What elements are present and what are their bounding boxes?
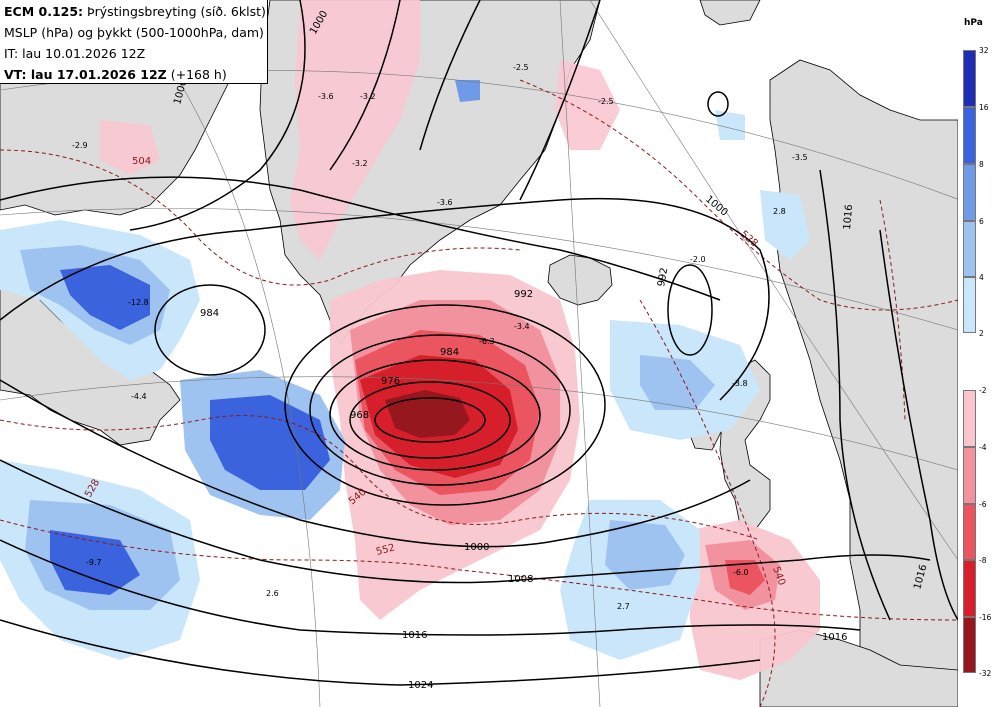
graticule xyxy=(0,0,958,707)
header-line-3: IT: lau 10.01.2026 12Z xyxy=(4,46,146,61)
legend-tick: 4 xyxy=(979,273,984,282)
header-line-1: ECM 0.125: Þrýstingsbreyting (síð. 6klst… xyxy=(4,1,267,22)
isobar-label: 1016 xyxy=(822,632,847,643)
change-label: -2.0 xyxy=(690,255,706,264)
isobar-label: 1000 xyxy=(703,194,730,219)
valid-time-label: VT: lau 17.01.2026 12Z xyxy=(4,67,167,82)
map-canvas: 1000 1000 992 984 976 968 984 992 1000 1… xyxy=(0,0,958,707)
change-label: -12.8 xyxy=(128,298,149,307)
change-label: -2.5 xyxy=(598,97,614,106)
legend-tick: -4 xyxy=(979,443,987,452)
legend-tick: -32 xyxy=(979,669,992,678)
weather-map: 1000 1000 992 984 976 968 984 992 1000 1… xyxy=(0,0,958,707)
legend-tick: 8 xyxy=(979,160,984,169)
model-label: ECM 0.125: xyxy=(4,4,84,19)
change-label: 2.8 xyxy=(773,207,786,216)
legend-tick: -8 xyxy=(979,556,987,565)
lead-time-label: (+168 h) xyxy=(170,67,227,82)
isobar-label: 1016 xyxy=(402,630,427,641)
change-label: 2.6 xyxy=(266,589,279,598)
pressure-change-shading xyxy=(0,0,820,680)
legend-swatch xyxy=(963,107,976,164)
legend-swatch xyxy=(963,221,976,277)
isobar-label: 968 xyxy=(350,410,369,421)
change-label: -3.2 xyxy=(352,159,368,168)
change-label: -9.7 xyxy=(86,558,102,567)
legend-tick: 6 xyxy=(979,217,984,226)
legend-unit: hPa xyxy=(964,18,983,28)
header-line-4: VT: lau 17.01.2026 12Z (+168 h) xyxy=(4,64,267,85)
legend-swatch xyxy=(963,164,976,221)
change-label: -3.4 xyxy=(514,322,530,331)
isobar-label: 1008 xyxy=(508,574,533,585)
change-label: -3.2 xyxy=(360,92,376,101)
map-header: ECM 0.125: Þrýstingsbreyting (síð. 6klst… xyxy=(0,0,268,84)
isobar-label: 992 xyxy=(514,289,533,300)
color-legend: hPa 32 16 8 6 4 2 -2 -4 -6 -8 -16 -32 xyxy=(958,0,1000,707)
legend-swatch xyxy=(963,447,976,504)
legend-tick: -2 xyxy=(979,386,987,395)
isobar-label: 984 xyxy=(200,308,219,319)
thickness-label: 552 xyxy=(375,542,396,558)
product-label: Þrýstingsbreyting (síð. 6klst) xyxy=(87,4,266,19)
header-line-2: MSLP (hPa) og þykkt (500-1000hPa, dam) xyxy=(4,25,264,40)
isobar-contours xyxy=(0,0,958,686)
legend-swatch xyxy=(963,390,976,447)
legend-swatch xyxy=(963,50,976,107)
change-label: -6.0 xyxy=(733,568,749,577)
isobar-label: 984 xyxy=(440,347,459,358)
change-label: -6.3 xyxy=(479,337,495,346)
legend-tick: 16 xyxy=(979,103,989,112)
legend-swatch xyxy=(963,560,976,617)
legend-swatch xyxy=(963,277,976,333)
legend-tick: -16 xyxy=(979,613,992,622)
change-label: -2.5 xyxy=(513,63,529,72)
thickness-label: 504 xyxy=(132,156,151,167)
isobar-label: 1016 xyxy=(842,204,855,230)
legend-tick: 32 xyxy=(979,46,989,55)
change-label: -3.6 xyxy=(437,198,453,207)
thickness-contours xyxy=(0,79,958,707)
isobar-label: 1024 xyxy=(408,680,433,691)
change-label: -3.5 xyxy=(792,153,808,162)
isobar-label: 992 xyxy=(656,267,670,288)
change-label: -4.4 xyxy=(131,392,147,401)
legend-swatch xyxy=(963,617,976,673)
change-label: 2.7 xyxy=(617,602,630,611)
legend-tick: -6 xyxy=(979,500,987,509)
change-label-group: -3.6 -3.2 -3.2 -3.6 -2.5 -3.5 -2.5 -12.8… xyxy=(72,63,808,611)
change-label: -3.8 xyxy=(732,379,748,388)
change-label: -2.9 xyxy=(72,141,88,150)
legend-swatch xyxy=(963,504,976,560)
legend-tick: 2 xyxy=(979,329,984,338)
change-label: -3.6 xyxy=(318,92,334,101)
isobar-label: 1000 xyxy=(464,542,489,553)
isobar-label: 976 xyxy=(381,376,400,387)
